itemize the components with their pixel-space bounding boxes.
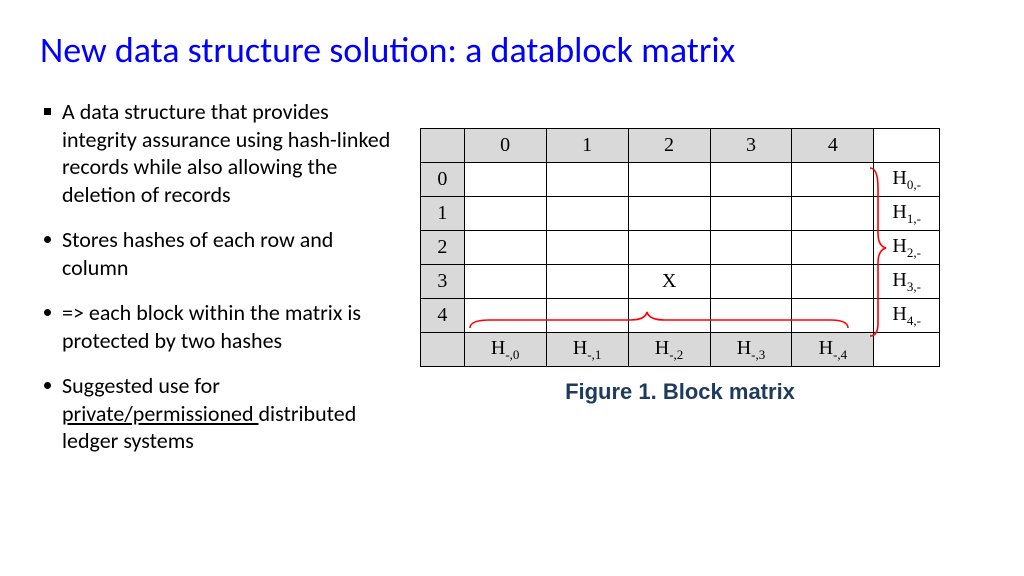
cell: [628, 231, 710, 265]
cell: [792, 163, 874, 197]
matrix-wrap: 0 1 2 3 4 0 H0,- 1 H1,-: [420, 128, 940, 405]
cell: [628, 197, 710, 231]
matrix-corner-bl: [421, 333, 465, 367]
cell: [546, 265, 628, 299]
cell: [464, 197, 546, 231]
cell: [710, 197, 792, 231]
col-header: 1: [546, 129, 628, 163]
block-matrix-table: 0 1 2 3 4 0 H0,- 1 H1,-: [420, 128, 940, 367]
cell: [464, 231, 546, 265]
row-hash: H0,-: [874, 163, 940, 197]
bullet-1: A data structure that provides integrity…: [40, 98, 400, 208]
row-header: 2: [421, 231, 465, 265]
cell: [792, 299, 874, 333]
bullet-2: Stores hashes of each row and column: [40, 226, 400, 281]
col-hash: H-,0: [464, 333, 546, 367]
figure-caption: Figure 1. Block matrix: [420, 379, 940, 405]
cell: [546, 299, 628, 333]
cell: [546, 231, 628, 265]
row-header: 0: [421, 163, 465, 197]
col-hash: H-,2: [628, 333, 710, 367]
matrix-corner-tr: [874, 129, 940, 163]
bullet-4: Suggested use for private/permissioned d…: [40, 372, 400, 455]
bullet-3: => each block within the matrix is prote…: [40, 299, 400, 354]
row-header: 1: [421, 197, 465, 231]
marked-cell: X: [628, 265, 710, 299]
cell: [710, 163, 792, 197]
cell: [792, 265, 874, 299]
cell: [546, 197, 628, 231]
matrix-corner-br: [874, 333, 940, 367]
row-header: 4: [421, 299, 465, 333]
cell: [628, 299, 710, 333]
col-hash: H-,4: [792, 333, 874, 367]
bullet-4-underline: private/permissioned: [62, 400, 259, 427]
figure-column: 0 1 2 3 4 0 H0,- 1 H1,-: [420, 98, 984, 473]
cell: [792, 231, 874, 265]
cell: [464, 163, 546, 197]
col-header: 4: [792, 129, 874, 163]
cell: [710, 265, 792, 299]
cell: [546, 163, 628, 197]
col-hash: H-,1: [546, 333, 628, 367]
col-hash: H-,3: [710, 333, 792, 367]
col-header: 2: [628, 129, 710, 163]
row-hash: H1,-: [874, 197, 940, 231]
row-header: 3: [421, 265, 465, 299]
bullet-column: A data structure that provides integrity…: [40, 98, 400, 473]
matrix-corner-tl: [421, 129, 465, 163]
cell: [464, 265, 546, 299]
row-hash: H2,-: [874, 231, 940, 265]
bullet-4-pre: Suggested use for: [62, 372, 220, 399]
row-hash: H3,-: [874, 265, 940, 299]
row-hash: H4,-: [874, 299, 940, 333]
cell: [464, 299, 546, 333]
cell: [792, 197, 874, 231]
slide-title: New data structure solution: a datablock…: [40, 28, 984, 72]
cell: [710, 231, 792, 265]
content-layout: A data structure that provides integrity…: [40, 98, 984, 473]
cell: [710, 299, 792, 333]
cell: [628, 163, 710, 197]
col-header: 0: [464, 129, 546, 163]
col-header: 3: [710, 129, 792, 163]
